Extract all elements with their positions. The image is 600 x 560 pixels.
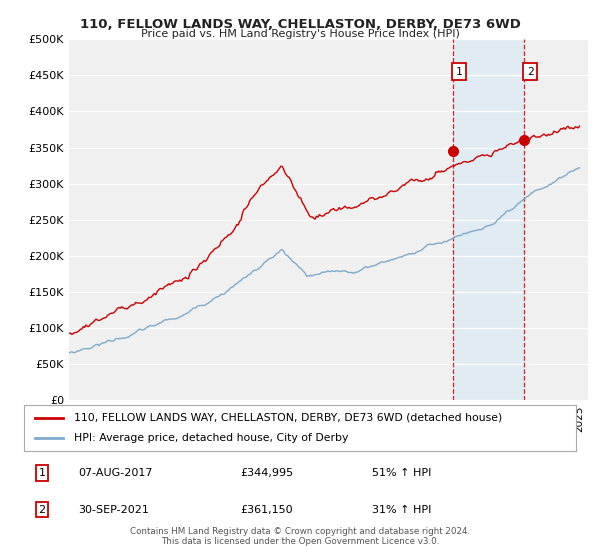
Text: Price paid vs. HM Land Registry's House Price Index (HPI): Price paid vs. HM Land Registry's House … [140, 29, 460, 39]
Text: 1: 1 [456, 67, 463, 77]
Text: 110, FELLOW LANDS WAY, CHELLASTON, DERBY, DE73 6WD: 110, FELLOW LANDS WAY, CHELLASTON, DERBY… [80, 18, 520, 31]
Text: 51% ↑ HPI: 51% ↑ HPI [372, 468, 431, 478]
Text: 07-AUG-2017: 07-AUG-2017 [78, 468, 152, 478]
Text: HPI: Average price, detached house, City of Derby: HPI: Average price, detached house, City… [74, 433, 348, 443]
Text: 2: 2 [527, 67, 533, 77]
Text: £361,150: £361,150 [240, 505, 293, 515]
Text: 2: 2 [38, 505, 46, 515]
Text: 110, FELLOW LANDS WAY, CHELLASTON, DERBY, DE73 6WD (detached house): 110, FELLOW LANDS WAY, CHELLASTON, DERBY… [74, 413, 502, 423]
Text: 31% ↑ HPI: 31% ↑ HPI [372, 505, 431, 515]
Text: Contains HM Land Registry data © Crown copyright and database right 2024.
This d: Contains HM Land Registry data © Crown c… [130, 526, 470, 546]
Text: 30-SEP-2021: 30-SEP-2021 [78, 505, 149, 515]
Text: 1: 1 [38, 468, 46, 478]
Bar [453, 39, 524, 400]
Text: £344,995: £344,995 [240, 468, 293, 478]
